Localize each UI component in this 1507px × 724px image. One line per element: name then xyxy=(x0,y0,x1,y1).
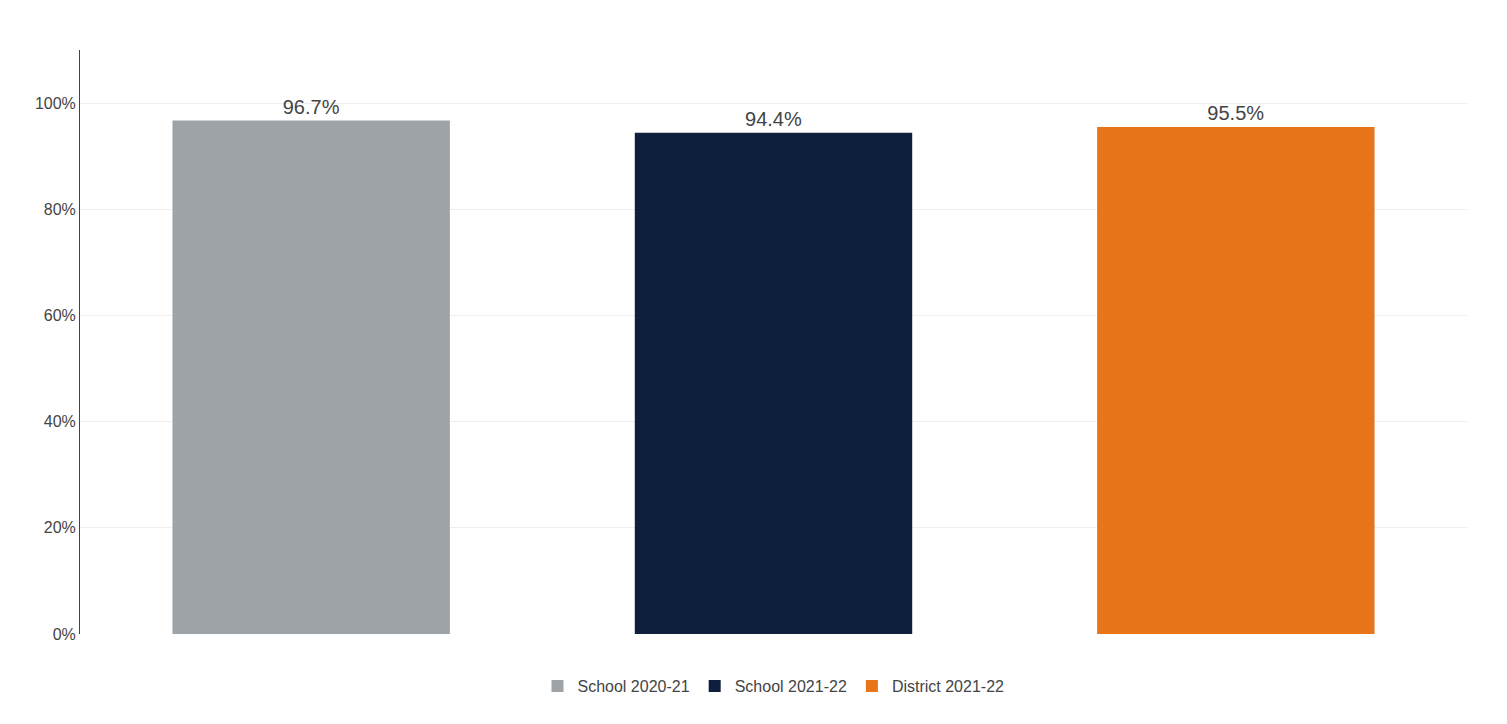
svg-text:District 2021-22: District 2021-22 xyxy=(892,678,1004,695)
svg-text:0%: 0% xyxy=(53,626,76,643)
svg-text:40%: 40% xyxy=(44,413,76,430)
svg-text:94.4%: 94.4% xyxy=(745,108,802,130)
svg-text:95.5%: 95.5% xyxy=(1207,102,1264,124)
svg-text:80%: 80% xyxy=(44,201,76,218)
svg-text:20%: 20% xyxy=(44,519,76,536)
svg-text:60%: 60% xyxy=(44,307,76,324)
svg-text:100%: 100% xyxy=(35,95,76,112)
svg-text:96.7%: 96.7% xyxy=(283,96,340,118)
svg-text:School 2021-22: School 2021-22 xyxy=(735,678,847,695)
svg-text:School 2020-21: School 2020-21 xyxy=(578,678,690,695)
